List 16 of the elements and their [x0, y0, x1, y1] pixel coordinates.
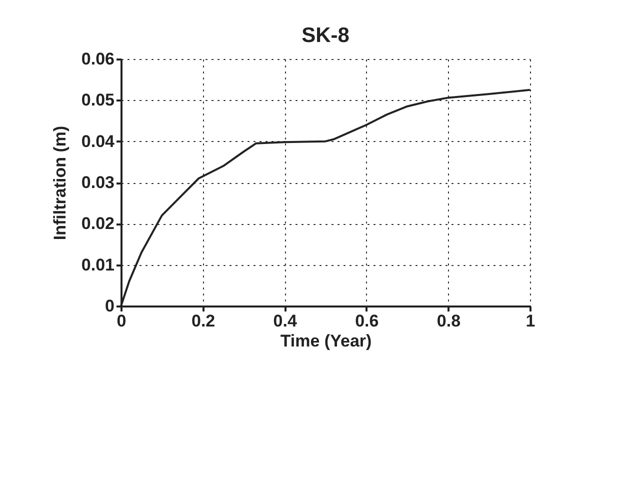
x-axis-title: Time (Year) — [280, 332, 372, 350]
x-tick-label: 1 — [526, 312, 536, 330]
y-tick-label: 0.02 — [81, 214, 114, 234]
x-tick-label: 0 — [116, 312, 126, 330]
x-tick-label: 0.4 — [273, 312, 298, 330]
x-tick-label: 0.6 — [355, 312, 379, 330]
x-tick-label: 0.2 — [191, 312, 216, 330]
x-tick-label: 0.8 — [436, 312, 461, 330]
y-tick-label: 0.06 — [81, 50, 114, 68]
y-tick-label: 0.04 — [81, 132, 116, 151]
y-tick-label: 0.05 — [81, 90, 114, 110]
y-tick-label: 0.01 — [81, 255, 114, 274]
chart-title: SK-8 — [302, 24, 350, 47]
y-axis-title: Infiltration (m) — [50, 126, 70, 240]
y-tick-label: 0 — [105, 296, 114, 316]
y-tick-label: 0.03 — [81, 173, 114, 192]
